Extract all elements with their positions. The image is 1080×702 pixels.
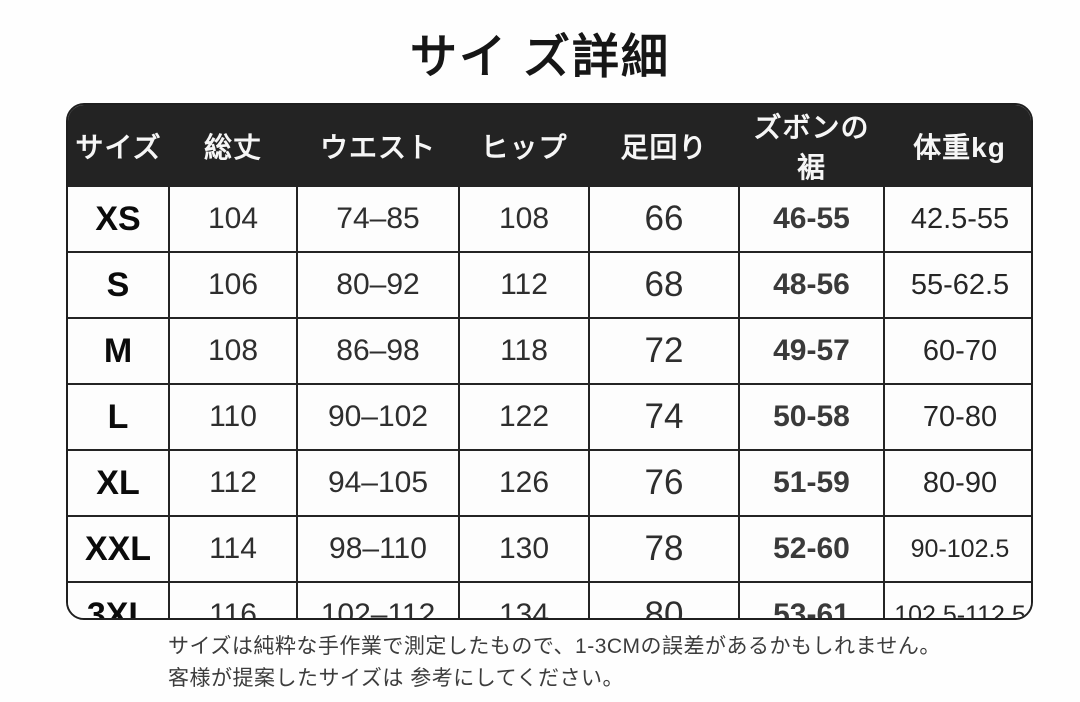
table-cell: 118	[458, 317, 590, 385]
table-row: M 108 86–98 118 72 49-57 60-70	[68, 317, 1031, 385]
table-cell: XXL	[68, 515, 170, 583]
header-cell-1: 総丈	[169, 105, 297, 187]
table-row: L 110 90–102 122 74 50-58 70-80	[68, 383, 1031, 451]
page-title: サイ ズ詳細	[409, 30, 671, 83]
size-table: サイズ 総丈 ウエスト ヒップ 足回り ズボンの裾 体重kg XS 104 74–85 108 66…	[66, 103, 1033, 620]
table-cell: 46-55	[738, 187, 885, 253]
size-table-header: サイズ 総丈 ウエスト ヒップ 足回り ズボンの裾 体重kg	[68, 105, 1031, 187]
table-cell: 70-80	[883, 383, 1031, 451]
table-cell: 112	[458, 251, 590, 319]
table-cell: 116	[168, 581, 298, 618]
header-cell-2: ウエスト	[297, 105, 459, 187]
table-cell: 50-58	[738, 383, 885, 451]
table-cell: 80-90	[883, 449, 1031, 517]
table-cell: 122	[458, 383, 590, 451]
header-cell-5: ズボンの裾	[739, 105, 884, 187]
table-cell: 90–102	[296, 383, 460, 451]
table-cell: 49-57	[738, 317, 885, 385]
table-cell: 98–110	[296, 515, 460, 583]
header-cell-6: 体重kg	[884, 105, 1031, 187]
table-cell: 55-62.5	[883, 251, 1031, 319]
table-row: 3XL 116 102–112 134 80 53-61 102.5-112.5	[68, 581, 1031, 618]
header-cell-4: 足回り	[589, 105, 739, 187]
table-cell: 52-60	[738, 515, 885, 583]
table-cell: 108	[168, 317, 298, 385]
table-cell: 126	[458, 449, 590, 517]
table-cell: 90-102.5	[883, 515, 1031, 583]
table-cell: S	[68, 251, 170, 319]
header-cell-0: サイズ	[68, 105, 169, 187]
table-cell: 68	[588, 251, 740, 319]
table-cell: 112	[168, 449, 298, 517]
table-cell: 66	[588, 187, 740, 253]
table-cell: M	[68, 317, 170, 385]
table-cell: 72	[588, 317, 740, 385]
table-cell: 102–112	[296, 581, 460, 618]
table-cell: 104	[168, 187, 298, 253]
table-cell: 80–92	[296, 251, 460, 319]
table-cell: 130	[458, 515, 590, 583]
table-cell: 42.5-55	[883, 187, 1031, 253]
footnote-line-1: サイズは純粋な手作業で測定したもので、1-3CMの誤差があるかもしれません。	[168, 635, 941, 658]
table-cell: 134	[458, 581, 590, 618]
table-cell: XS	[68, 187, 170, 253]
table-row: XS 104 74–85 108 66 46-55 42.5-55	[68, 187, 1031, 253]
footnote: サイズは純粋な手作業で測定したもので、1-3CMの誤差があるかもしれません。 客…	[168, 631, 941, 695]
table-cell: 74–85	[296, 187, 460, 253]
header-row: サイズ 総丈 ウエスト ヒップ 足回り ズボンの裾 体重kg	[68, 105, 1031, 187]
table-row: XL 112 94–105 126 76 51-59 80-90	[68, 449, 1031, 517]
table-cell: 51-59	[738, 449, 885, 517]
table-cell: XL	[68, 449, 170, 517]
table-cell: 74	[588, 383, 740, 451]
table-cell: 76	[588, 449, 740, 517]
table-cell: 102.5-112.5	[883, 581, 1031, 618]
table-cell: 94–105	[296, 449, 460, 517]
table-cell: 106	[168, 251, 298, 319]
size-table-body: XS 104 74–85 108 66 46-55 42.5-55 S 106 80–92 112 6…	[68, 187, 1031, 618]
table-row: S 106 80–92 112 68 48-56 55-62.5	[68, 251, 1031, 319]
table-cell: 60-70	[883, 317, 1031, 385]
table-cell: 114	[168, 515, 298, 583]
table-cell: 108	[458, 187, 590, 253]
table-cell: 86–98	[296, 317, 460, 385]
table-cell: 80	[588, 581, 740, 618]
table-cell: 53-61	[738, 581, 885, 618]
table-cell: 78	[588, 515, 740, 583]
header-cell-3: ヒップ	[459, 105, 589, 187]
table-cell: L	[68, 383, 170, 451]
footnote-line-2: 客様が提案したサイズは 参考にしてください。	[168, 667, 624, 690]
table-cell: 3XL	[68, 581, 170, 618]
table-cell: 110	[168, 383, 298, 451]
table-cell: 48-56	[738, 251, 885, 319]
table-row: XXL 114 98–110 130 78 52-60 90-102.5	[68, 515, 1031, 583]
